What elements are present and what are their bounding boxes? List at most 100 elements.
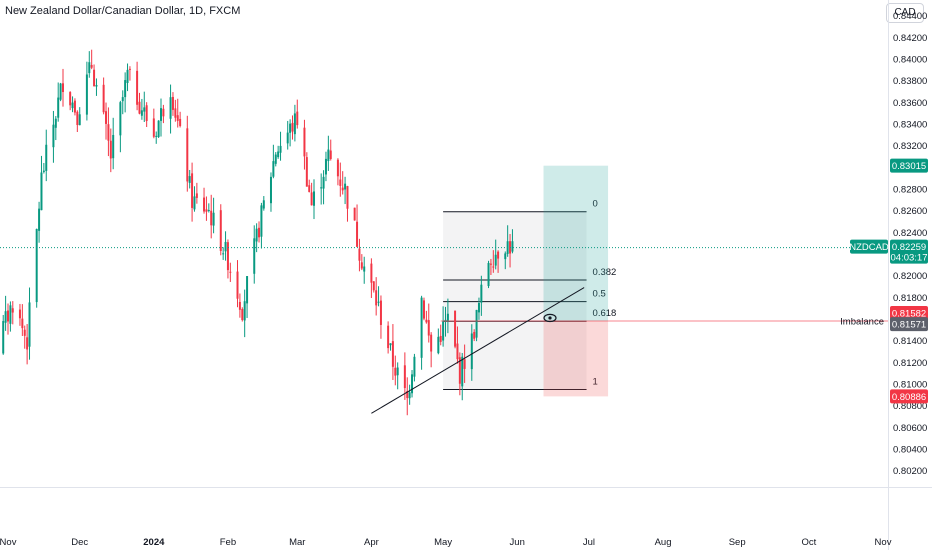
candle-body [487, 262, 490, 287]
y-tick-label: 0.82800 [893, 184, 927, 195]
candle-body [102, 84, 105, 113]
candle-body [112, 134, 115, 159]
fib-level-label: 0.5 [593, 289, 606, 300]
y-tick-label: 0.83800 [893, 76, 927, 87]
x-tick-label: Apr [364, 537, 379, 548]
candle-body [375, 290, 378, 306]
candle-body [329, 150, 332, 159]
candle-body [73, 100, 76, 113]
candle-body [492, 266, 495, 268]
candle-body [458, 357, 461, 384]
candle-body [138, 101, 141, 114]
candle-body [105, 111, 108, 124]
price-label-bg [890, 389, 928, 404]
candle-body [188, 176, 191, 183]
candle-body [279, 145, 282, 153]
price-label: 0.81571 [892, 320, 926, 331]
candle-body [85, 74, 88, 115]
candle-body [470, 333, 473, 370]
candle-body [45, 144, 48, 171]
candle-body [269, 176, 272, 204]
candle-body [160, 108, 163, 121]
x-tick-label: May [434, 537, 452, 548]
candle-body [497, 251, 500, 259]
imbalance-label: Imbalance [840, 316, 884, 327]
candle-body [179, 118, 182, 126]
candle-body [324, 158, 327, 175]
candle-body [289, 123, 292, 133]
candle-body [18, 309, 21, 319]
candle-body [427, 320, 430, 336]
candle-body [444, 319, 447, 321]
candle-body [7, 310, 9, 322]
candle-body [494, 254, 497, 266]
candle-body [372, 281, 375, 291]
candle-body [341, 187, 344, 191]
candle-body [59, 83, 62, 100]
last-price-countdown: 04:03:17 [891, 253, 928, 264]
candle-body [203, 197, 206, 212]
y-tick-label: 0.80400 [893, 445, 927, 456]
candle-body [11, 308, 14, 313]
candle-body [258, 227, 261, 238]
candle-body [504, 253, 507, 260]
y-tick-label: 0.84200 [893, 33, 927, 44]
fib-level-label: 1 [593, 376, 598, 387]
candle-body [169, 97, 172, 119]
candle-body [308, 185, 311, 192]
position-target-zone [543, 165, 609, 321]
candle-body [293, 113, 296, 135]
candle-body [93, 69, 96, 87]
candle-body [442, 321, 445, 341]
y-tick-label: 0.80600 [893, 423, 927, 434]
candle-body [222, 253, 225, 255]
candle-body [463, 359, 466, 369]
candle-body [42, 170, 45, 172]
candle-body [54, 118, 57, 128]
candle-body [212, 212, 215, 226]
candle-body [356, 221, 359, 247]
candle-body [260, 205, 263, 237]
y-tick-label: 0.81800 [893, 293, 927, 304]
candle-body [157, 120, 160, 137]
candle-body [396, 367, 399, 376]
candle-body [195, 193, 198, 198]
price-label: 0.81582 [892, 308, 926, 319]
candle-body [174, 108, 177, 118]
x-tick-label: Oct [801, 537, 816, 548]
candle-body [38, 208, 41, 231]
candle-body [422, 300, 425, 319]
overlay: Imbalance [0, 247, 888, 414]
candle-body [394, 367, 397, 376]
candle-body [439, 335, 442, 342]
candle-body [413, 356, 416, 377]
currency-selector[interactable]: CAD [886, 3, 924, 23]
candle-body [344, 183, 347, 190]
candle-body [377, 301, 380, 303]
candle-body [210, 210, 213, 226]
candle-body [456, 343, 459, 360]
fib-level-label: 0.382 [593, 267, 617, 278]
candle-body [229, 271, 232, 273]
candle-body [327, 149, 330, 162]
candle-body [176, 115, 179, 121]
candle-body [437, 336, 440, 354]
candle-body [446, 313, 449, 321]
candle-body [191, 173, 194, 208]
candle-body [246, 276, 249, 304]
y-tick-label: 0.82000 [893, 271, 927, 282]
y-tick-label: 0.84400 [893, 11, 927, 22]
candle-body [379, 300, 382, 325]
candle-body [140, 110, 143, 116]
y-tick-label: 0.81200 [893, 358, 927, 369]
price-label-bg [890, 305, 928, 320]
price-label: 0.83015 [892, 161, 926, 172]
candle-body [358, 248, 361, 261]
candle-body [224, 241, 227, 252]
candle-body [236, 271, 239, 299]
candle-body [193, 196, 196, 210]
candle-body [336, 159, 339, 177]
candle-body [69, 92, 72, 106]
candle-body [296, 111, 299, 126]
